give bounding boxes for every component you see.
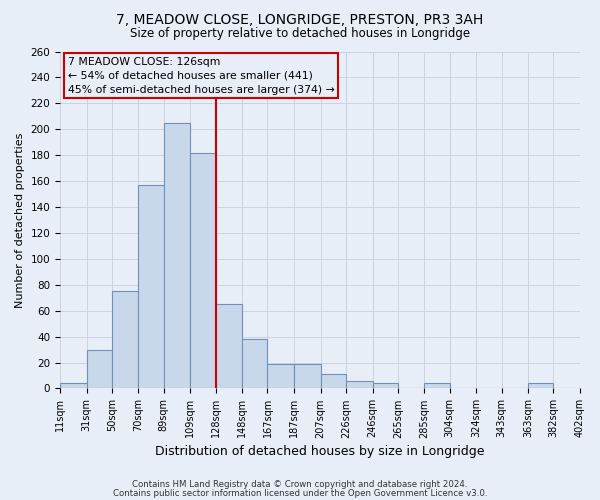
Text: 7, MEADOW CLOSE, LONGRIDGE, PRESTON, PR3 3AH: 7, MEADOW CLOSE, LONGRIDGE, PRESTON, PR3… [116,12,484,26]
Bar [320,374,346,388]
Bar [86,350,112,389]
X-axis label: Distribution of detached houses by size in Longridge: Distribution of detached houses by size … [155,444,485,458]
Text: Size of property relative to detached houses in Longridge: Size of property relative to detached ho… [130,28,470,40]
Bar [190,152,215,388]
Text: 7 MEADOW CLOSE: 126sqm
← 54% of detached houses are smaller (441)
45% of semi-de: 7 MEADOW CLOSE: 126sqm ← 54% of detached… [68,56,335,94]
Bar [424,384,449,388]
Bar [294,364,320,388]
Bar [373,384,398,388]
Bar [112,292,139,388]
Text: Contains HM Land Registry data © Crown copyright and database right 2024.: Contains HM Land Registry data © Crown c… [132,480,468,489]
Bar [139,185,164,388]
Bar [242,339,268,388]
Text: Contains public sector information licensed under the Open Government Licence v3: Contains public sector information licen… [113,488,487,498]
Bar [60,384,86,388]
Bar [215,304,242,388]
Bar [528,384,553,388]
Bar [268,364,294,388]
Bar [164,123,190,388]
Bar [346,380,373,388]
Y-axis label: Number of detached properties: Number of detached properties [15,132,25,308]
